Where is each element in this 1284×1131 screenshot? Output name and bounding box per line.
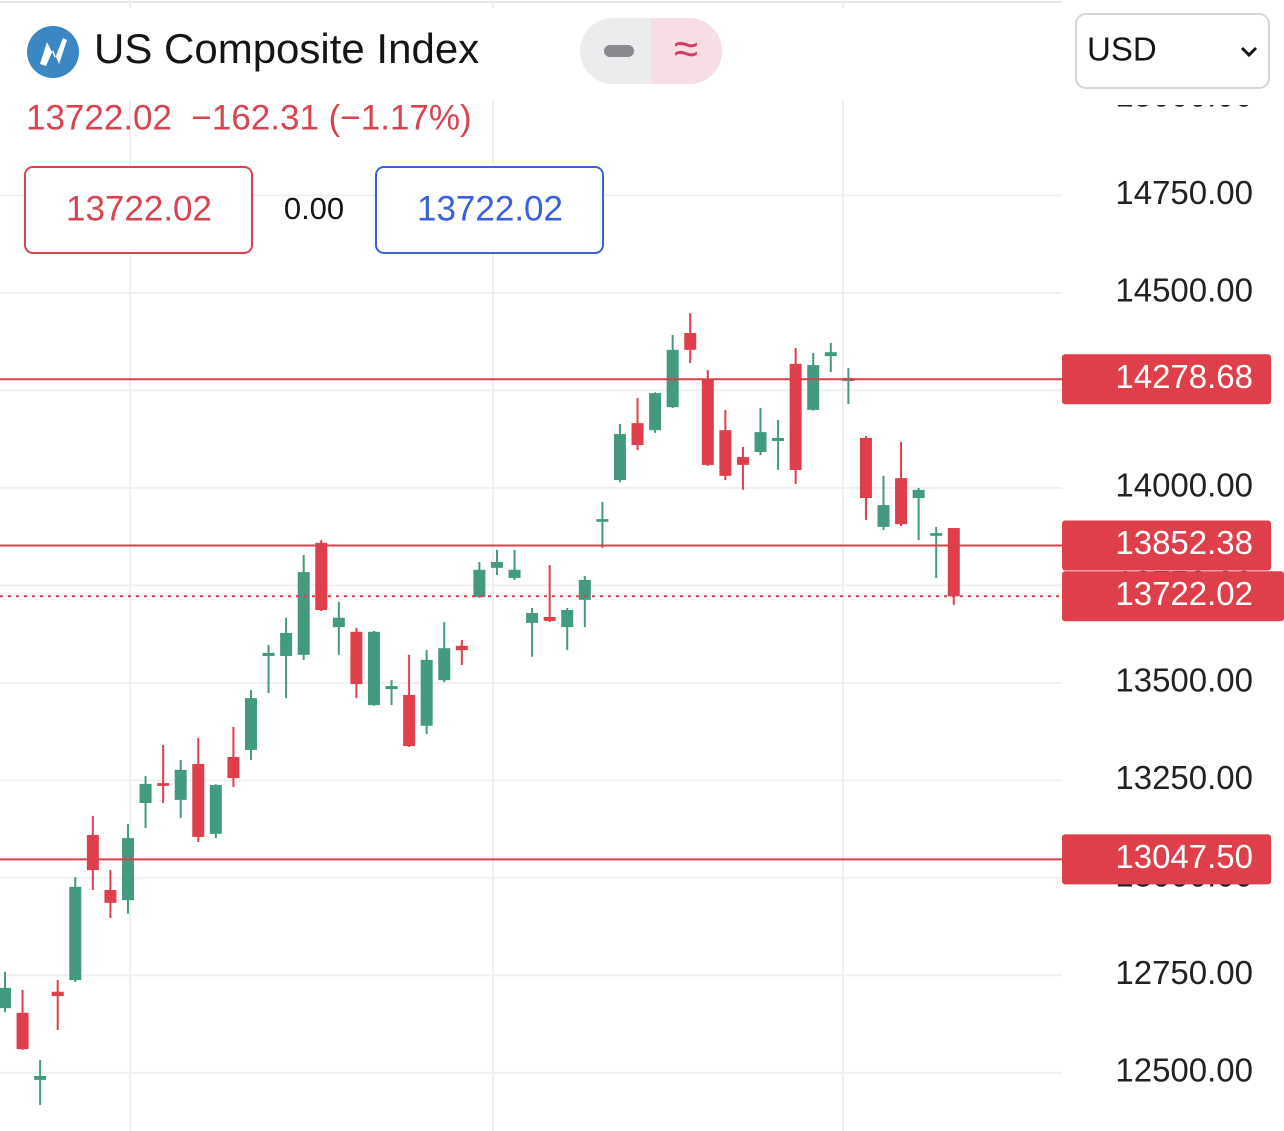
y-tick-label: 13500.00 [1115, 662, 1253, 699]
candle-body [139, 783, 152, 804]
price-label-bg [1062, 571, 1284, 622]
quote: 13722.02 −162.31 (−1.17%) [26, 98, 472, 137]
candle-body [438, 648, 451, 681]
candle-body [16, 1012, 29, 1050]
candle-body [895, 478, 908, 525]
candle-body [930, 533, 943, 536]
candle-body [157, 783, 170, 786]
candle-body [209, 785, 222, 834]
candle-body [684, 333, 697, 350]
candle-body [508, 569, 521, 578]
price-label: 14278.68 [1115, 358, 1253, 395]
candle-body [912, 489, 925, 499]
candle-body [754, 432, 767, 453]
input-box[interactable] [24, 166, 253, 254]
y-tick-label: 12500.00 [1115, 1052, 1253, 1089]
candle-body [578, 579, 591, 600]
candle-body [649, 393, 662, 431]
candle-body [719, 430, 732, 476]
candle-body [596, 519, 609, 522]
input-value: 13722.02 [417, 189, 563, 228]
candle-body [455, 645, 468, 651]
toggle-line-icon [604, 45, 634, 57]
y-tick-label: 14500.00 [1115, 272, 1253, 309]
price-label-bg [1062, 354, 1271, 405]
candle-body [947, 528, 960, 597]
price-label: 13722.02 [1115, 575, 1253, 612]
toggle-wave-icon: ≈ [674, 25, 698, 74]
currency-dropdown[interactable]: USD [1062, 0, 1284, 105]
price-label-bg [1062, 520, 1271, 571]
header: US Composite Index ≈ 13722.02 −162.31 (−… [0, 8, 1062, 254]
candle-body [859, 437, 872, 499]
candle-body [34, 1076, 47, 1080]
candle-body [104, 889, 117, 903]
candle-body [192, 764, 205, 837]
candle-body [789, 363, 802, 470]
candle-body [736, 457, 749, 465]
candle-body [121, 838, 134, 901]
dropdown-box[interactable] [1075, 13, 1270, 89]
candle-body [69, 886, 82, 981]
candle-body [367, 631, 380, 706]
candle-body [262, 652, 275, 656]
y-tick-label: 12750.00 [1115, 954, 1253, 991]
price-label-bg [1062, 834, 1271, 885]
price-label: 13047.50 [1115, 838, 1253, 875]
y-tick-label: 13250.00 [1115, 759, 1253, 796]
candle-body [280, 632, 293, 656]
chevron [1240, 46, 1258, 58]
candle-body [227, 756, 240, 779]
candle-body [807, 365, 820, 410]
candle-body [631, 423, 644, 445]
candle-body [315, 542, 328, 610]
candle-body [332, 617, 345, 628]
candle-body [420, 659, 433, 726]
candle-body [0, 987, 11, 1009]
candle-body [824, 352, 837, 357]
candle-body [174, 769, 187, 800]
spread: 0.00 [284, 191, 344, 226]
price-label: 13852.38 [1115, 524, 1253, 561]
candle-body [51, 991, 64, 997]
candle-body [772, 437, 785, 442]
candle-body [244, 698, 257, 750]
candle-body [701, 379, 714, 465]
header-bg [0, 8, 1062, 100]
title: US Composite Index [94, 25, 479, 72]
candle-body [403, 694, 416, 747]
y-axis: 12500.0012750.0013000.0013250.0013500.00… [1062, 77, 1284, 1089]
candle-body [561, 609, 574, 628]
toggle-active[interactable] [651, 18, 722, 84]
candle-body [350, 631, 363, 685]
candle-body [473, 569, 486, 598]
y-tick-label: 14000.00 [1115, 467, 1253, 504]
currency: USD [1087, 31, 1157, 68]
candle-body [385, 686, 398, 690]
input-value: 13722.02 [66, 189, 212, 228]
input-box[interactable] [375, 166, 604, 254]
candle-body [877, 505, 890, 527]
candle-body [490, 561, 503, 568]
candle-body [297, 572, 310, 655]
candle-body [613, 434, 626, 481]
candle-body [86, 834, 99, 871]
y-tick-label: 14750.00 [1115, 174, 1253, 211]
candle-body [526, 613, 539, 623]
logo-mark [40, 38, 67, 66]
candle-body [543, 616, 556, 621]
